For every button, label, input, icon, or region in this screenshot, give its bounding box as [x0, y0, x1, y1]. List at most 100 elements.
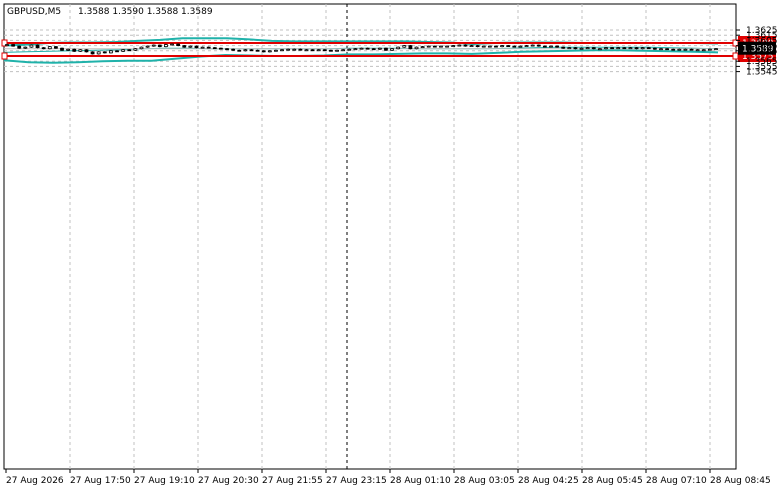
candle-body-down [219, 47, 223, 50]
candle-body-up [341, 49, 346, 52]
candle-body-up [377, 47, 382, 50]
candle-body-down [555, 45, 559, 48]
candle-body-up [549, 45, 553, 48]
candle-body-down [475, 45, 480, 48]
level-anchor-left [1, 52, 8, 60]
candle-body-up [420, 46, 425, 49]
candle-body-down [652, 47, 657, 50]
candle-body-up [487, 45, 492, 48]
candle-body-up [707, 48, 712, 51]
candle-body-up [243, 49, 248, 52]
candle-body-up [640, 47, 645, 50]
candle-body-down [512, 45, 517, 48]
candle-body-down [60, 47, 64, 51]
candle-body-down [634, 47, 639, 50]
candle-body-down [408, 45, 413, 50]
candle-body-down [536, 44, 541, 47]
candle-body-down [365, 47, 370, 50]
candle-body-down [665, 48, 670, 51]
x-tick-label: 27 Aug 17:50 [70, 476, 131, 486]
candle-body-up [530, 44, 535, 47]
candle-body-down [115, 50, 119, 53]
x-tick-label: 27 Aug 20:30 [198, 476, 259, 486]
candle-body-down [212, 47, 217, 50]
candle-body-down [255, 49, 260, 52]
candle-body-down [646, 47, 651, 50]
candle-body-down [384, 47, 388, 51]
candle-body-up [78, 49, 83, 52]
candle-body-down [573, 47, 578, 50]
x-tick-label: 28 Aug 04:25 [518, 476, 579, 486]
candle-body-down [17, 45, 22, 49]
chart-ohlc-label: 1.3588 1.3590 1.3588 1.3589 [78, 7, 213, 17]
candle-body-down [298, 48, 303, 51]
candle-body-up [353, 48, 358, 51]
candle-body-down [194, 45, 199, 49]
candle-body-up [695, 49, 700, 52]
candle-body-down [432, 45, 437, 48]
candle-body-up [200, 46, 205, 49]
y-tick-label: 1.3555 [746, 62, 778, 72]
level-anchor-right [732, 52, 739, 60]
candle-body-up [414, 46, 419, 50]
candle-body-down [322, 49, 327, 52]
x-tick-label: 28 Aug 01:10 [390, 476, 451, 486]
current-price-label: 1.3589 [742, 45, 774, 55]
x-tick-label: 28 Aug 08:45 [710, 476, 771, 486]
x-tick-label: 27 Aug 21:55 [262, 476, 323, 486]
x-tick-label: 27 Aug 19:10 [134, 476, 195, 486]
candle-body-down [689, 48, 694, 51]
candle-body-up [567, 47, 572, 50]
candle-body-down [561, 46, 566, 49]
bollinger-lower-line [3, 49, 719, 64]
chart-symbol-label: GBPUSD,M5 [7, 7, 61, 17]
candle-body-down [506, 45, 511, 47]
candle-body-up [96, 51, 101, 55]
y-axis: 1.36251.36151.36051.35951.35851.35651.35… [736, 26, 778, 78]
candle-body-down [622, 47, 627, 50]
current-price-box [738, 41, 776, 55]
candle-body-up [121, 49, 126, 52]
candle-body-up [164, 44, 168, 48]
candle-body-up [426, 45, 431, 48]
y-tick-label: 1.3545 [746, 68, 778, 78]
candle-body-down [310, 49, 315, 52]
candle-body-down [231, 48, 236, 51]
candle-body-up [677, 48, 682, 51]
candle-body-up [659, 48, 663, 51]
candle-body-up [23, 46, 28, 49]
candle-body-up [151, 44, 156, 47]
candle-body-up [445, 45, 449, 48]
candle-body-up [359, 47, 364, 50]
candle-body-up [683, 48, 688, 51]
candle-body-down [41, 47, 46, 50]
y-tick-label: 1.3565 [746, 57, 778, 67]
y-tick-label: 1.3615 [746, 31, 778, 41]
candle-body-down [261, 50, 266, 53]
candle-body-down [72, 48, 77, 52]
y-tick-label: 1.3595 [746, 42, 778, 52]
y-tick-label: 1.3605 [746, 36, 778, 46]
candle-body-up [714, 48, 718, 51]
candle-body-down [329, 49, 333, 52]
candle-body-down [671, 48, 676, 51]
y-tick-label: 1.3585 [746, 47, 778, 57]
candle-body-up [109, 50, 113, 54]
candles [5, 43, 718, 55]
candle-body-down [176, 43, 181, 47]
candle-body-up [274, 49, 278, 52]
candle-body-up [402, 45, 407, 48]
candle-body-up [304, 49, 309, 52]
candle-body-up [292, 48, 297, 51]
candle-body-up [604, 47, 608, 50]
candle-body-up [335, 49, 339, 52]
candle-body-down [90, 51, 95, 55]
candle-body-down [206, 46, 211, 49]
x-tick-label: 28 Aug 03:05 [454, 476, 515, 486]
candle-body-up [316, 49, 321, 52]
candle-body-down [494, 45, 498, 48]
candle-body-down [237, 49, 242, 52]
plot-area [3, 3, 737, 470]
